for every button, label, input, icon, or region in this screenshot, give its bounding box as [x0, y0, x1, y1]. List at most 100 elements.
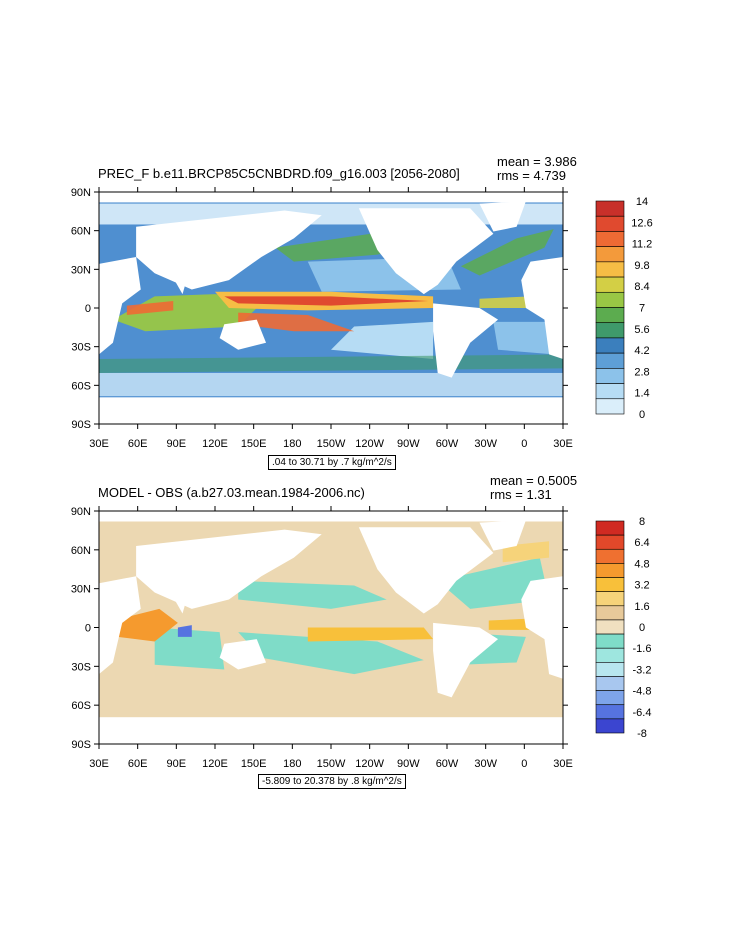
lon-tick-label: 0 [521, 438, 527, 450]
lat-tick-label: 90S [71, 739, 91, 751]
colorbar-label: 0 [639, 409, 645, 421]
land-india [163, 261, 192, 295]
n-atlantic-storm-track [460, 229, 554, 276]
lon-tick-label: 120W [355, 438, 384, 450]
panel-2-title: MODEL - OBS (a.b27.03.mean.1984-2006.nc) [98, 485, 365, 500]
s-pacific-negative [238, 632, 424, 675]
s-atlantic-dry-zone [493, 321, 554, 355]
colorbar-label: -8 [637, 728, 647, 740]
south-polar-band [99, 717, 563, 744]
colorbar-label: 4.2 [634, 345, 649, 357]
lon-tick-label: 150W [317, 758, 346, 770]
colorbar-label: -1.6 [633, 643, 652, 655]
lat-tick-label: 30N [71, 584, 91, 596]
lon-tick-label: 90E [167, 758, 187, 770]
s-pacific-dry-zone [331, 321, 434, 360]
lon-tick-label: 120W [355, 758, 384, 770]
colorbar-segment [595, 704, 625, 720]
map-area [99, 511, 563, 744]
land-greenland [479, 201, 526, 232]
colorbar-segment [595, 605, 625, 621]
lat-tick-label: 60N [71, 545, 91, 557]
lat-tick-label: 0 [85, 303, 91, 315]
panel-1-mean: mean = 3.986 [497, 154, 577, 169]
colorbar-segment [595, 577, 625, 592]
colorbar-label: 8.4 [634, 281, 649, 293]
lon-tick-label: 60E [128, 758, 148, 770]
lon-tick-label: 120E [202, 438, 228, 450]
north-polar-band [99, 511, 563, 522]
colorbar-label: 12.6 [631, 217, 652, 229]
n-atlantic-negative [437, 557, 550, 609]
indian-ocean-negative [154, 627, 225, 670]
indian-ocean-core [126, 301, 174, 315]
lon-tick-label: 0 [521, 758, 527, 770]
lat-tick-label: 90N [71, 187, 91, 199]
panel-2-rms: rms = 1.31 [490, 487, 552, 502]
lon-tick-label: 60E [128, 438, 148, 450]
south-polar-band [99, 397, 563, 424]
lat-tick-label: 30S [71, 661, 91, 673]
lon-tick-label: 180 [283, 758, 301, 770]
panel-1-title: PREC_F b.e11.BRCP85C5CNBDRD.f09_g16.003 … [98, 166, 460, 181]
lat-tick-label: 90N [71, 506, 91, 518]
atlantic-itcz [479, 296, 531, 308]
land-africa [99, 256, 141, 355]
lon-tick-label: 30E [553, 438, 573, 450]
colorbar-segment [595, 619, 625, 635]
spcz [238, 312, 355, 332]
arctic-positive [502, 541, 550, 563]
colorbar-segment [595, 534, 625, 550]
lon-tick-label: 180 [283, 438, 301, 450]
colorbar-label: 6.4 [634, 537, 649, 549]
map-area [99, 192, 563, 424]
lon-tick-label: 60W [436, 758, 459, 770]
colorbar-segment [595, 676, 625, 691]
colorbar-segment [595, 563, 625, 578]
colorbar-label: 0 [639, 622, 645, 634]
lon-tick-label: 30E [89, 758, 109, 770]
colorbar-label: 9.8 [634, 260, 649, 272]
n-pacific-negative [238, 580, 387, 609]
panel-1-rms: rms = 4.739 [497, 168, 567, 183]
lon-tick-label: 150E [241, 438, 267, 450]
lon-tick-label: 90W [397, 758, 420, 770]
land-south-america [433, 303, 499, 378]
southern-light-band [99, 372, 563, 397]
panel-2-range-label: -5.809 to 20.378 by .8 kg/m^2/s [258, 774, 406, 789]
colorbar-segment [595, 647, 625, 663]
lon-tick-label: 150E [241, 758, 267, 770]
colorbar-label: -6.4 [633, 707, 652, 719]
colorbar-segment [595, 520, 625, 536]
colorbar-label: 5.6 [634, 324, 649, 336]
land-north-america [358, 208, 494, 295]
land-south-america [433, 622, 499, 698]
lat-tick-label: 90S [71, 419, 91, 431]
map-panel-1: PREC_F b.e11.BRCP85C5CNBDRD.f09_g16.003 … [0, 0, 733, 470]
colorbar-label: -3.2 [633, 664, 652, 676]
lon-tick-label: 90W [397, 438, 420, 450]
land-australia [219, 319, 267, 350]
colorbar-segment [595, 690, 625, 706]
colorbar-label: 4.8 [634, 558, 649, 570]
lon-tick-label: 30W [474, 758, 497, 770]
colorbar-label: 8 [639, 516, 645, 528]
lon-tick-label: 60W [436, 438, 459, 450]
panel-1-map: 90N 60N 30N 0 30S 60S 90S 30E 60E 90E 120E 150E 180 1… [71, 187, 653, 450]
lat-tick-label: 60S [71, 700, 91, 712]
lat-tick-label: 30N [71, 264, 91, 276]
lon-tick-label: 90E [167, 438, 187, 450]
colorbar-label: 3.2 [634, 580, 649, 592]
colorbar-label: 1.6 [634, 601, 649, 613]
colorbar-segment [595, 662, 625, 677]
land-africa-east [521, 256, 563, 360]
lon-tick-label: 30E [553, 758, 573, 770]
lon-tick-label: 150W [317, 438, 346, 450]
lat-tick-label: 60S [71, 380, 91, 392]
lat-tick-label: 0 [85, 623, 91, 635]
lon-tick-label: 30W [474, 438, 497, 450]
colorbar-segment [595, 718, 625, 734]
colorbar-segment [595, 633, 625, 649]
indian-negative-spot [177, 625, 192, 637]
